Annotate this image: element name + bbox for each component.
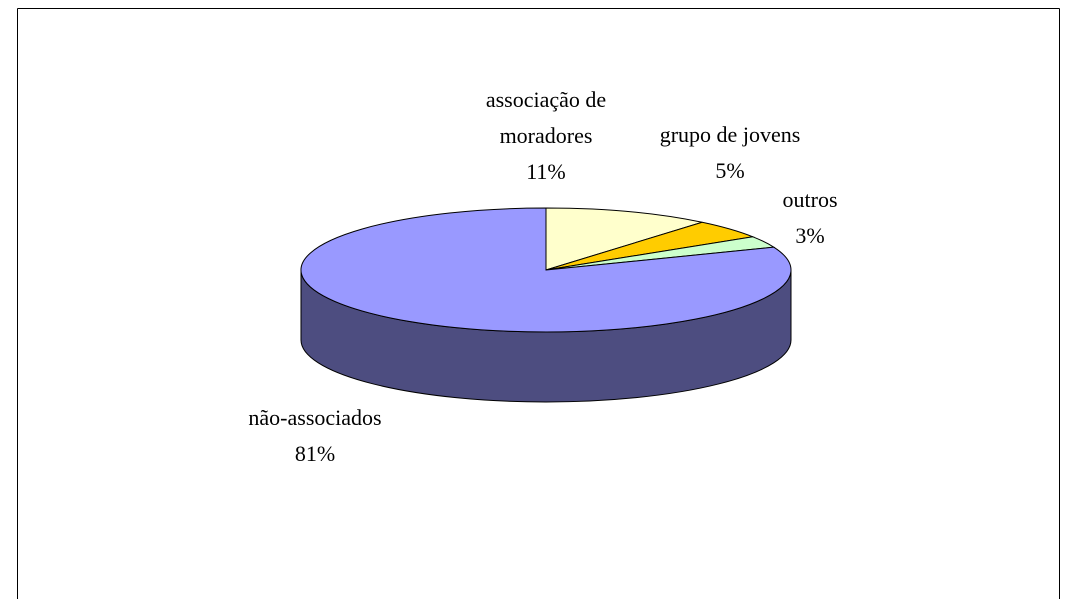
- category-label: outros: [782, 187, 838, 212]
- value-label: 5%: [715, 158, 745, 183]
- slice-label: não-associados 81%: [248, 400, 381, 472]
- slice-label: grupo de jovens 5%: [660, 117, 801, 189]
- category-label: grupo de jovens: [659, 122, 801, 147]
- slice-label: outros 3%: [783, 182, 838, 254]
- slice: [545, 207, 703, 271]
- slice-label: associação de moradores 11%: [451, 82, 641, 190]
- value-label: 11%: [526, 159, 566, 184]
- value-label: 3%: [795, 223, 825, 248]
- category-label: não-associados: [248, 405, 382, 430]
- slice: [300, 207, 792, 333]
- value-label: 81%: [294, 441, 336, 466]
- category-label: associação de moradores: [485, 87, 607, 148]
